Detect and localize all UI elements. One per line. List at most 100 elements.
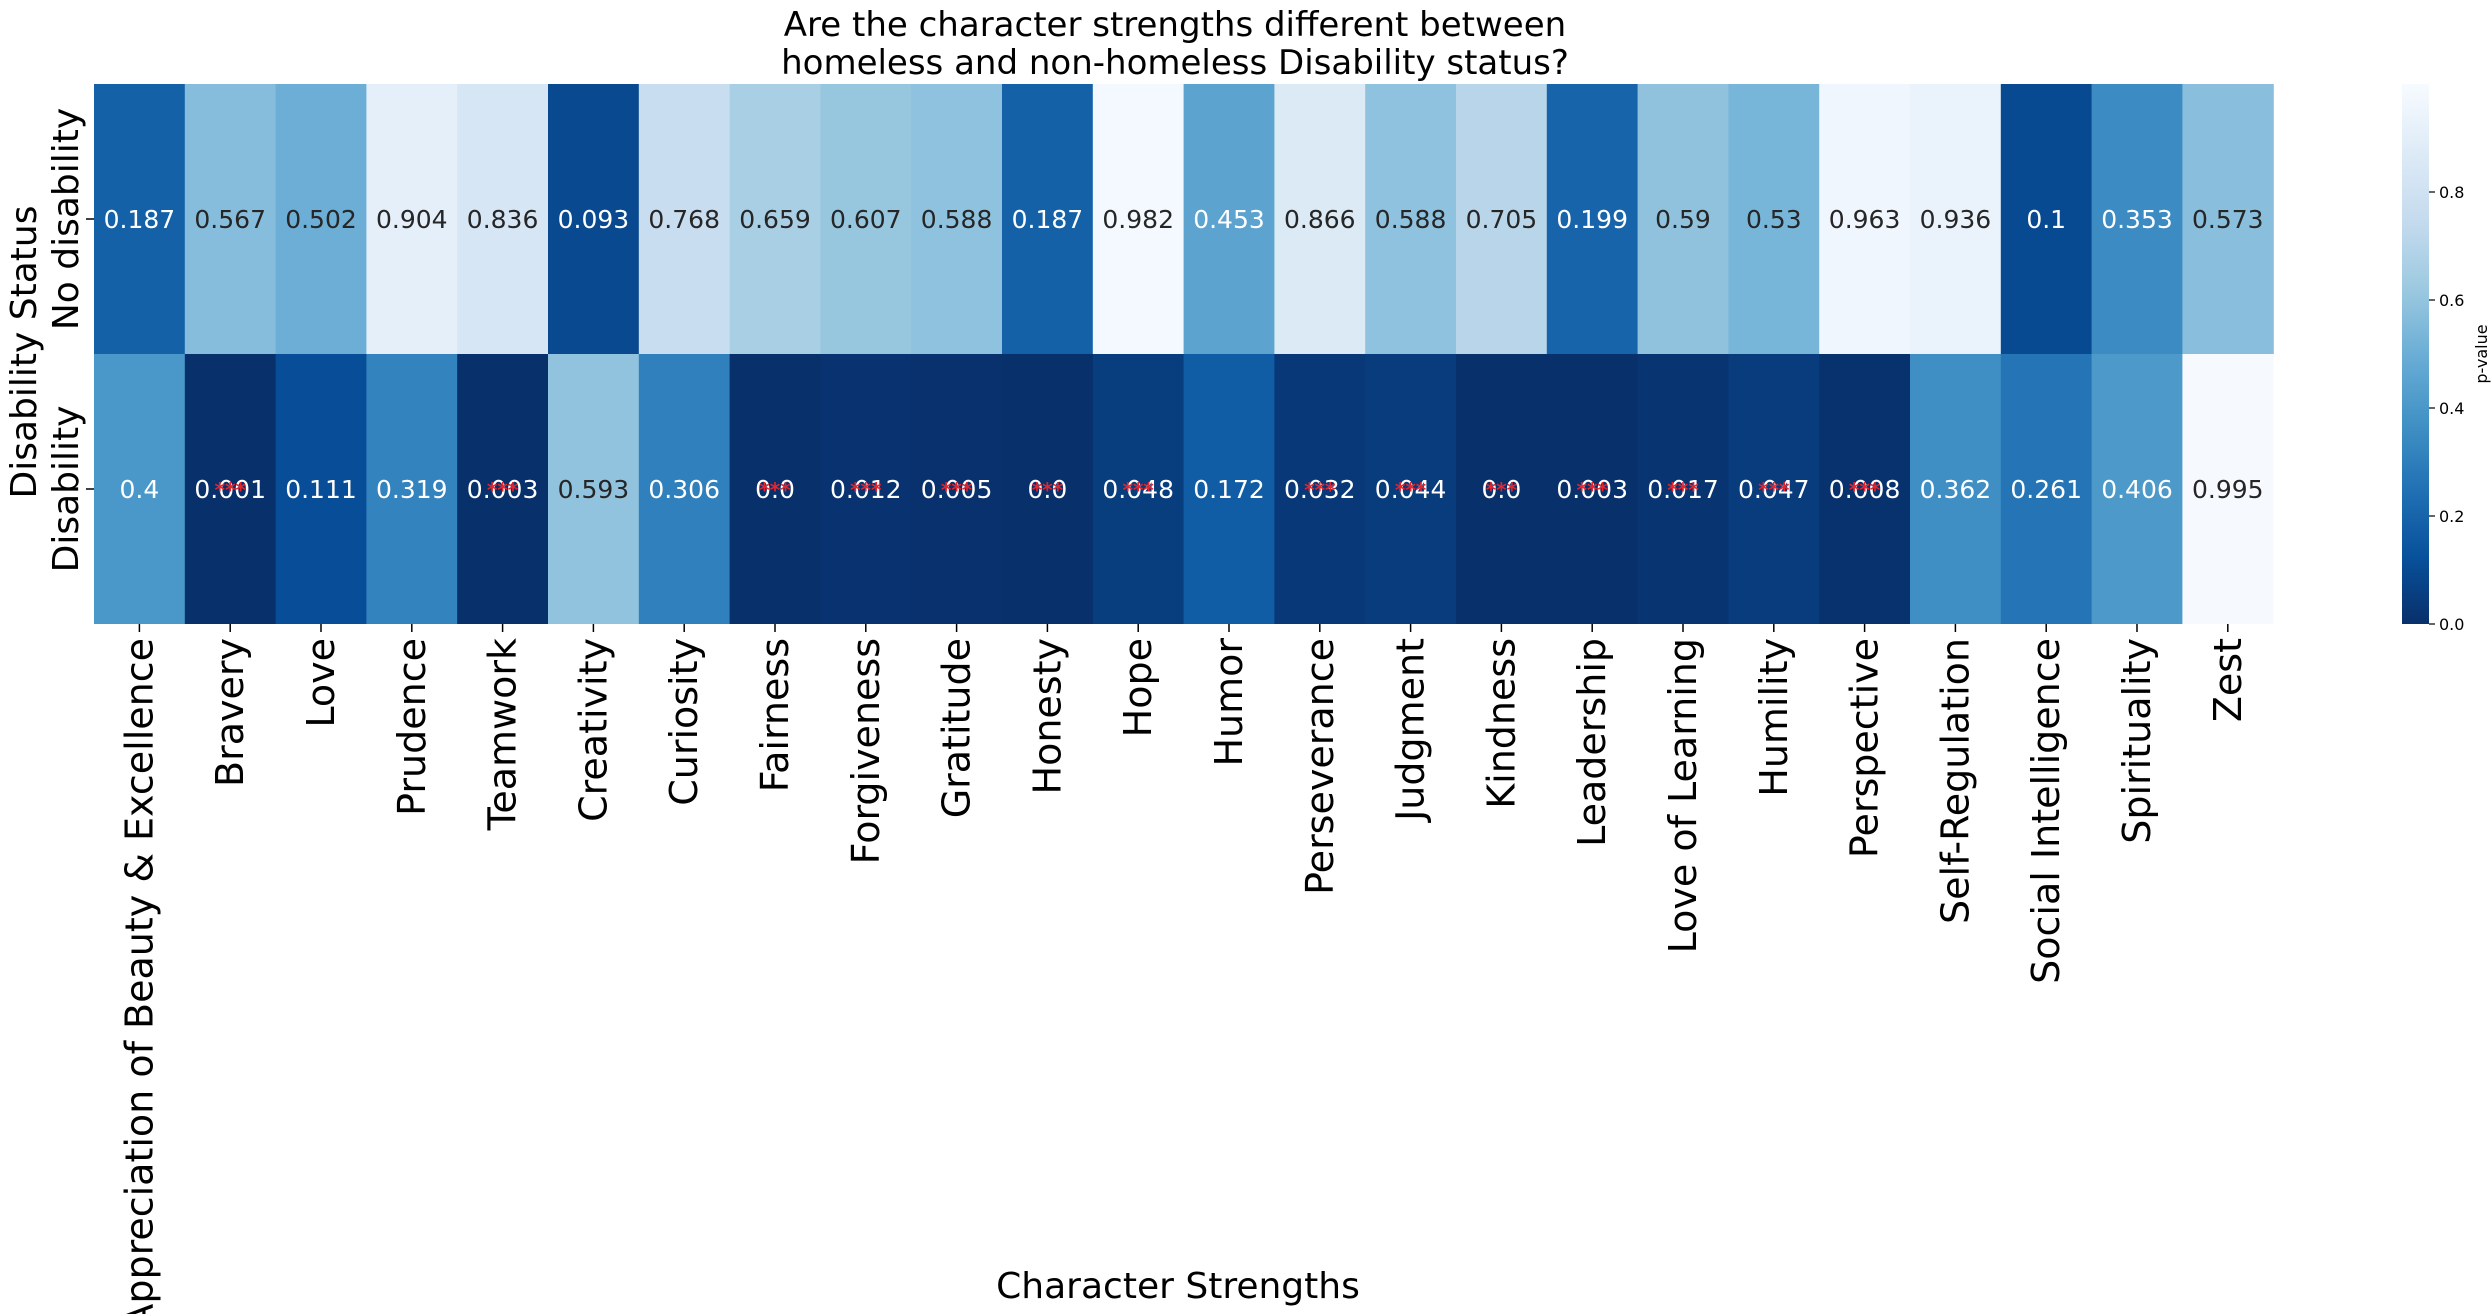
cell-value-label: 0.904 xyxy=(376,205,448,234)
heatmap-cell xyxy=(2182,84,2274,354)
significance-marker: *** xyxy=(1123,478,1155,502)
x-tick-label: Appreciation of Beauty & Excellence xyxy=(117,638,161,1314)
cell-value-label: 0.588 xyxy=(1375,205,1447,234)
heatmap-cell xyxy=(1910,354,2002,624)
cell-value-label: 0.048 xyxy=(1102,475,1174,504)
cell-value-label: 0.4 xyxy=(120,475,160,504)
heatmap-cell xyxy=(2182,354,2274,624)
heatmap-cell xyxy=(1456,84,1548,354)
cell-value-label: 0.995 xyxy=(2192,475,2264,504)
cell-value-label: 0.199 xyxy=(1556,205,1628,234)
heatmap-cell xyxy=(457,84,549,354)
significance-marker: *** xyxy=(941,478,973,502)
colorbar-gradient xyxy=(2402,84,2429,624)
cell-value-label: 0.406 xyxy=(2101,475,2173,504)
cell-value-label: 0.982 xyxy=(1102,205,1174,234)
heatmap-cell xyxy=(1546,84,1639,354)
colorbar-tick-label: 0.2 xyxy=(2439,507,2464,526)
y-axis-label: Disability Status xyxy=(4,206,45,499)
cell-value-label: 0.319 xyxy=(376,475,448,504)
x-tick-label: Gratitude xyxy=(935,638,979,818)
cell-value-label: 0.836 xyxy=(467,205,539,234)
y-tick-labels: No disability Disability xyxy=(46,108,94,572)
significance-marker: *** xyxy=(1577,478,1609,502)
cell-value-label: 0.573 xyxy=(2192,205,2264,234)
heatmap-cell xyxy=(911,84,1003,354)
chart-title-line-2: homeless and non-homeless Disability sta… xyxy=(781,43,1569,83)
cell-value-label: 0.0 xyxy=(755,475,795,504)
colorbar: 0.0 0.2 0.4 0.6 0.8 p-value xyxy=(2402,84,2491,634)
cell-value-label: 0.936 xyxy=(1920,205,1992,234)
cell-value-label: 0.593 xyxy=(558,475,630,504)
x-tick-label: Spirituality xyxy=(2115,638,2159,844)
heatmap-cell xyxy=(1637,84,1729,354)
colorbar-tick-label: 0.0 xyxy=(2439,615,2464,634)
heatmap-cell xyxy=(1365,354,1457,624)
significance-marker: *** xyxy=(1849,478,1881,502)
cell-value-label: 0.012 xyxy=(830,475,902,504)
cell-value-label: 0.187 xyxy=(1012,205,1084,234)
heatmap-cell xyxy=(1456,354,1548,624)
cell-value-label: 0.044 xyxy=(1375,475,1447,504)
cell-value-label: 0.362 xyxy=(1920,475,1992,504)
significance-marker: *** xyxy=(850,478,882,502)
heatmap-cell xyxy=(2000,354,2093,624)
heatmap-cell xyxy=(1274,84,1366,354)
heatmap-cell xyxy=(366,354,458,624)
cell-value-label: 0.53 xyxy=(1746,205,1802,234)
colorbar-tick-label: 0.6 xyxy=(2439,291,2464,310)
x-tick-label: Love of Learning xyxy=(1661,638,1705,953)
x-tick-label: Hope xyxy=(1116,638,1160,737)
cell-value-label: 0.005 xyxy=(921,475,993,504)
cell-value-label: 0.353 xyxy=(2101,205,2173,234)
heatmap-cell xyxy=(94,84,186,354)
significance-marker: *** xyxy=(487,478,519,502)
x-tick-label: Leadership xyxy=(1570,638,1614,847)
colorbar-tick-label: 0.4 xyxy=(2439,399,2464,418)
cell-value-label: 0.866 xyxy=(1284,205,1356,234)
significance-marker: *** xyxy=(1758,478,1790,502)
cell-value-label: 0.1 xyxy=(2026,205,2066,234)
significance-marker: *** xyxy=(1395,478,1427,502)
heatmap-cell xyxy=(2000,84,2093,354)
heatmap-cell xyxy=(1002,84,1094,354)
heatmap-cell xyxy=(457,354,549,624)
x-tick-labels: Appreciation of Beauty & Excellence Brave… xyxy=(117,624,2250,1314)
heatmap-cell xyxy=(1819,84,1911,354)
x-axis-label: Character Strengths xyxy=(996,1266,1360,1307)
heatmap-cell xyxy=(1183,354,1275,624)
cell-value-label: 0.017 xyxy=(1647,475,1719,504)
heatmap-cell xyxy=(2091,84,2183,354)
x-tick-label: Humor xyxy=(1207,638,1251,767)
x-tick-label: Humility xyxy=(1752,638,1796,797)
x-tick-label: Fairness xyxy=(753,638,797,792)
heatmap-cell xyxy=(275,354,367,624)
significance-marker: *** xyxy=(1304,478,1336,502)
cell-value-label: 0.003 xyxy=(467,475,539,504)
cell-value-label: 0.003 xyxy=(1556,475,1628,504)
cell-value-label: 0.093 xyxy=(558,205,630,234)
cell-value-label: 0.306 xyxy=(648,475,720,504)
significance-marker: *** xyxy=(759,478,791,502)
heatmap-cell xyxy=(638,84,731,354)
colorbar-tick-label: 0.8 xyxy=(2439,183,2464,202)
cell-value-label: 0.588 xyxy=(921,205,993,234)
y-tick-label: No disability xyxy=(46,108,87,330)
heatmap-cell xyxy=(366,84,458,354)
cell-value-label: 0.659 xyxy=(739,205,811,234)
x-tick-label: Forgiveness xyxy=(844,638,888,864)
heatmap-cell xyxy=(729,354,821,624)
heatmap-cell xyxy=(1365,84,1457,354)
heatmap-cell xyxy=(548,84,640,354)
heatmap-cell xyxy=(1728,84,1820,354)
cell-value-label: 0.001 xyxy=(194,475,266,504)
x-tick-label: Social Intelligence xyxy=(2024,638,2068,984)
x-tick-label: Perseverance xyxy=(1298,638,1342,895)
heatmap-cell xyxy=(1728,354,1820,624)
heatmap-cell xyxy=(1092,354,1185,624)
x-tick-label: Teamwork xyxy=(481,638,525,831)
heatmap-cell xyxy=(1183,84,1275,354)
significance-marker: *** xyxy=(1667,478,1699,502)
cell-value-label: 0.963 xyxy=(1829,205,1901,234)
